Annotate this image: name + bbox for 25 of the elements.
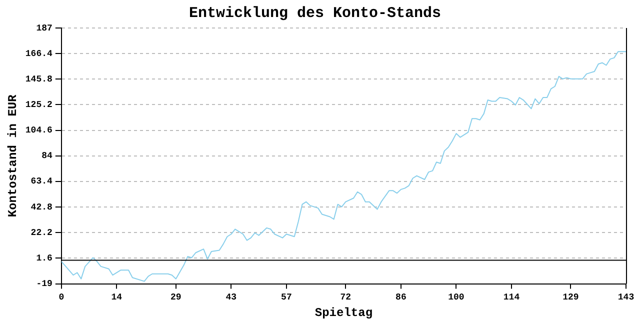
x-tick-label: 129 bbox=[562, 292, 579, 302]
y-tick-label: 166.4 bbox=[25, 48, 53, 59]
x-tick-label: 14 bbox=[111, 292, 123, 302]
y-tick-label: 63.4 bbox=[30, 176, 53, 187]
x-tick-label: 0 bbox=[58, 292, 64, 302]
y-axis-title: Kontostand in EUR bbox=[6, 94, 20, 218]
x-tick-label: 29 bbox=[170, 292, 182, 302]
x-tick-label: 86 bbox=[396, 292, 406, 302]
y-tick-label: 104.6 bbox=[25, 126, 52, 136]
y-tick-label: 42.8 bbox=[30, 202, 52, 212]
x-tick-label: 57 bbox=[281, 292, 292, 302]
x-tick-label: 143 bbox=[618, 292, 634, 302]
y-tick-label: 187 bbox=[36, 23, 52, 34]
y-tick-label: 125.2 bbox=[25, 100, 52, 110]
y-tick-label: 1.6 bbox=[36, 253, 52, 264]
x-tick-label: 43 bbox=[226, 292, 237, 302]
y-tick-label: -19 bbox=[36, 279, 52, 290]
y-tick-label: 84 bbox=[42, 151, 53, 162]
chart-title: Entwicklung des Konto-Stands bbox=[188, 4, 442, 22]
x-tick-label: 114 bbox=[503, 292, 520, 302]
x-axis-title: Spieltag bbox=[314, 306, 373, 320]
y-tick-label: 22.2 bbox=[30, 228, 52, 238]
x-tick-label: 100 bbox=[448, 292, 464, 302]
y-tick-label: 145.8 bbox=[25, 74, 52, 84]
x-tick-label: 72 bbox=[340, 292, 352, 302]
